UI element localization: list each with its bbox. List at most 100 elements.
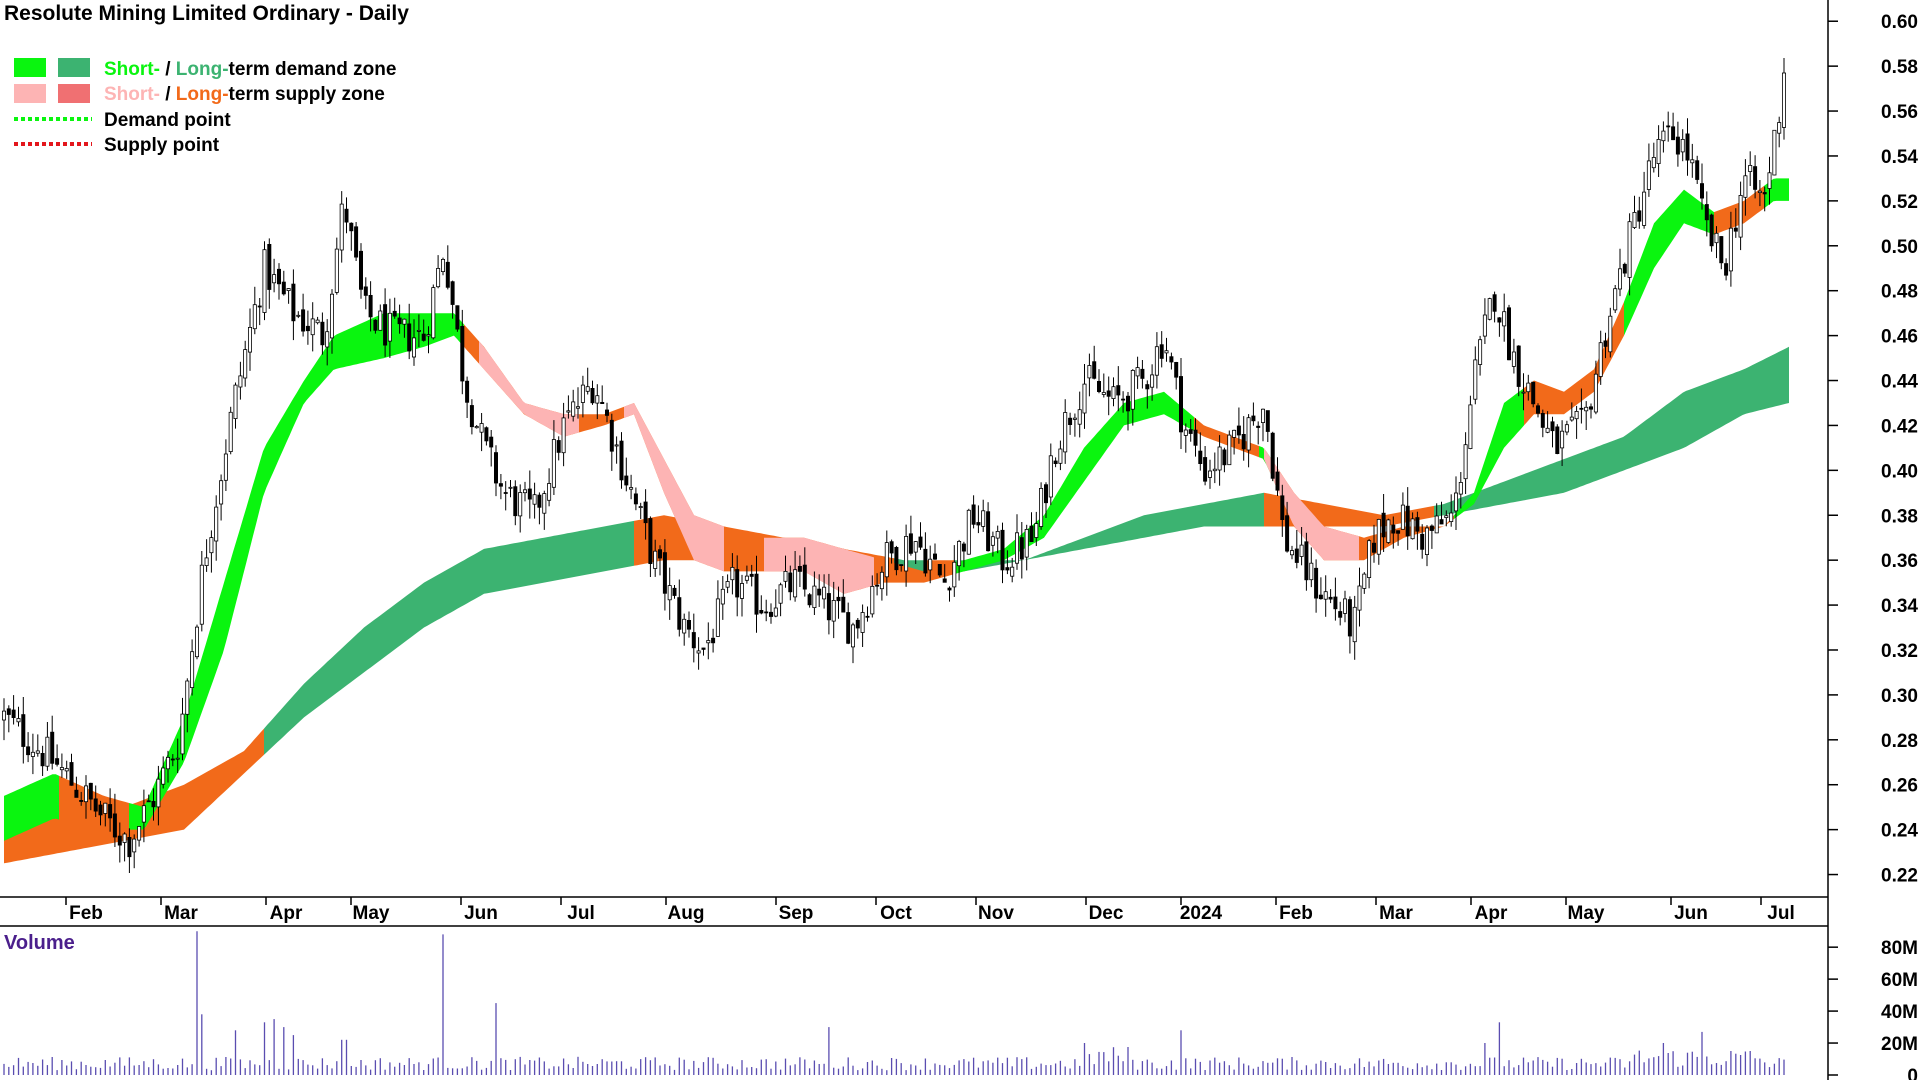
candle: [1728, 211, 1733, 287]
candle: [21, 697, 26, 764]
candle-body: [387, 312, 392, 342]
candle-body: [233, 384, 238, 420]
candle: [1458, 472, 1463, 509]
candle-body: [2, 710, 7, 721]
candle-body: [1757, 190, 1762, 193]
candle: [180, 697, 185, 761]
candle-body: [45, 736, 50, 767]
candle: [1487, 297, 1492, 321]
candle: [793, 551, 798, 602]
candle: [334, 237, 339, 295]
candle-body: [1656, 138, 1661, 164]
price-tick-label: 0.40: [1881, 461, 1918, 482]
candle: [1753, 155, 1758, 199]
candle: [1193, 418, 1198, 457]
candle-body: [812, 585, 817, 608]
candle-body: [1748, 164, 1753, 172]
candle: [450, 280, 455, 319]
candle: [942, 564, 947, 583]
candle-body: [600, 401, 605, 404]
candle: [1632, 195, 1637, 229]
candle: [966, 508, 971, 555]
candle-body: [469, 405, 474, 428]
candle-body: [513, 486, 518, 517]
candle: [1622, 262, 1627, 277]
candle-body: [35, 750, 40, 754]
candle: [1304, 532, 1309, 591]
candle-body: [1473, 359, 1478, 400]
candle-body: [1434, 515, 1439, 534]
candle: [26, 732, 31, 763]
price-tick-label: 0.26: [1881, 776, 1918, 797]
candle-body: [995, 531, 1000, 539]
volume-tick-label: 20M: [1881, 1034, 1918, 1055]
candle-body: [908, 533, 913, 554]
candle: [127, 828, 132, 873]
candle-body: [542, 493, 547, 514]
candle: [305, 310, 310, 345]
candle: [1709, 213, 1714, 252]
time-tick-label: Jul: [567, 903, 594, 924]
candle: [706, 622, 711, 660]
candle: [1478, 335, 1483, 376]
candle-body: [489, 436, 494, 448]
candle-body: [942, 578, 947, 583]
candle: [576, 387, 581, 419]
candle-body: [50, 731, 55, 764]
legend-supply-point-label: Supply point: [104, 135, 220, 156]
candle-body: [744, 575, 749, 581]
candle: [1719, 236, 1724, 270]
candle-body: [1183, 429, 1188, 436]
candle-body: [1135, 367, 1140, 377]
candle: [329, 289, 334, 354]
price-tick-label: 0.56: [1881, 102, 1918, 123]
candle: [1058, 440, 1063, 471]
candle: [523, 481, 528, 502]
candle-body: [556, 440, 561, 453]
candle: [465, 376, 470, 418]
candle: [860, 604, 865, 647]
candle-body: [267, 243, 272, 290]
candle-body: [296, 314, 301, 317]
candle-body: [1627, 221, 1632, 278]
candle-body: [1642, 191, 1647, 226]
candle-body: [354, 226, 359, 258]
candle: [1661, 121, 1666, 153]
candle: [527, 470, 532, 519]
candle-body: [904, 536, 909, 572]
candle: [696, 637, 701, 670]
candle: [990, 531, 995, 557]
candle-body: [889, 541, 894, 554]
candle-body: [1015, 532, 1020, 564]
candle: [1024, 524, 1029, 571]
candle-body: [1425, 527, 1430, 556]
candlestick-layer: [2, 58, 1787, 873]
candle: [759, 595, 764, 615]
candle-body: [243, 349, 248, 379]
candle: [320, 312, 325, 355]
candle: [547, 468, 552, 507]
candle: [1299, 527, 1304, 566]
candle-body: [605, 409, 610, 416]
long-term-zone-demand-segment-1: [264, 520, 634, 755]
candle-body: [1034, 523, 1039, 538]
candle-body: [677, 597, 682, 630]
candle-body: [870, 586, 875, 615]
candle-body: [11, 709, 16, 718]
candle: [1651, 142, 1656, 173]
candle-body: [1646, 160, 1651, 190]
candle-body: [822, 586, 827, 600]
candle-body: [1632, 211, 1637, 228]
candle: [1164, 337, 1169, 362]
candle: [122, 832, 127, 862]
candle: [1159, 331, 1164, 368]
candle: [1150, 364, 1155, 401]
candle-body: [170, 758, 175, 761]
candle-body: [778, 584, 783, 604]
candle-body: [662, 552, 667, 594]
candle-body: [59, 767, 64, 771]
candle: [436, 255, 441, 289]
candle-body: [1675, 136, 1680, 155]
candle-body: [69, 762, 74, 786]
candle-body: [1101, 392, 1106, 395]
